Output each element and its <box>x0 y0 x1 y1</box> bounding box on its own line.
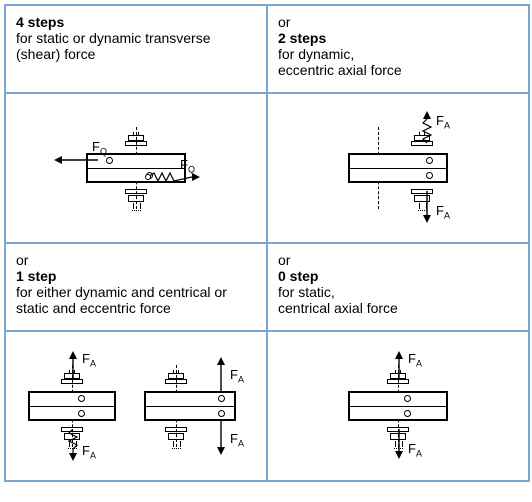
force-label: FA <box>408 351 422 369</box>
axial-static-eccentric-joint: FA FA <box>140 351 250 461</box>
steps-desc: for either dynamic and centrical or stat… <box>16 284 256 316</box>
clamped-plates <box>348 391 448 421</box>
steps-desc: for static or dynamic transverse (shear)… <box>16 30 256 62</box>
cell-r1c1-text: 4 steps for static or dynamic transverse… <box>5 5 267 93</box>
load-point <box>106 157 113 164</box>
load-point <box>404 410 411 417</box>
force-fa-down <box>392 429 406 459</box>
force-fa-up <box>214 357 228 391</box>
axial-eccentric-joint: FA FA <box>338 113 458 223</box>
force-fa-up <box>420 111 434 145</box>
cell-r3c2-text: or 0 step for static, centrical axial fo… <box>267 243 529 331</box>
force-label: FQ <box>92 139 107 157</box>
steps-label: 1 step <box>16 268 256 284</box>
steps-desc: for dynamic, eccentric axial force <box>278 46 518 78</box>
cell-r4c1-diagram: FA FA FA FA <box>5 331 267 481</box>
load-point <box>78 395 85 402</box>
load-point <box>426 157 433 164</box>
clamped-plates <box>28 391 116 421</box>
force-label: FA <box>436 113 450 131</box>
cell-r2c2-diagram: FA FA <box>267 93 529 243</box>
cell-r3c1-text: or 1 step for either dynamic and centric… <box>5 243 267 331</box>
axial-static-centrical-joint: FA FA <box>338 351 458 461</box>
force-fa-down <box>214 421 228 455</box>
steps-desc: for static, centrical axial force <box>278 284 518 316</box>
clamped-plates <box>348 153 448 183</box>
force-label: FA <box>82 443 96 461</box>
cell-r1c2-text: or 2 steps for dynamic, eccentric axial … <box>267 5 529 93</box>
force-fa-up <box>392 351 406 379</box>
force-fa-down <box>66 429 80 461</box>
load-point <box>78 410 85 417</box>
load-point <box>218 410 225 417</box>
load-point <box>218 395 225 402</box>
force-label: FA <box>230 367 244 385</box>
axial-centrical-joint: FA FA <box>22 351 122 461</box>
load-point <box>426 172 433 179</box>
or-label: or <box>16 252 256 268</box>
cell-r2c1-diagram: FQ FQ <box>5 93 267 243</box>
cell-r4c2-diagram: FA FA <box>267 331 529 481</box>
force-label: FQ <box>180 157 195 175</box>
or-label: or <box>278 14 518 30</box>
load-point <box>404 395 411 402</box>
force-label: FA <box>436 203 450 221</box>
force-label: FA <box>82 351 96 369</box>
steps-label: 4 steps <box>16 14 256 30</box>
force-fa-down <box>420 191 434 223</box>
steps-label: 0 step <box>278 268 518 284</box>
force-fa-up <box>66 351 80 379</box>
or-label: or <box>278 252 518 268</box>
steps-label: 2 steps <box>278 30 518 46</box>
step-grid: 4 steps for static or dynamic transverse… <box>4 4 530 482</box>
force-label: FA <box>230 431 244 449</box>
shear-joint: FQ FQ <box>76 113 196 223</box>
force-label: FA <box>408 441 422 459</box>
